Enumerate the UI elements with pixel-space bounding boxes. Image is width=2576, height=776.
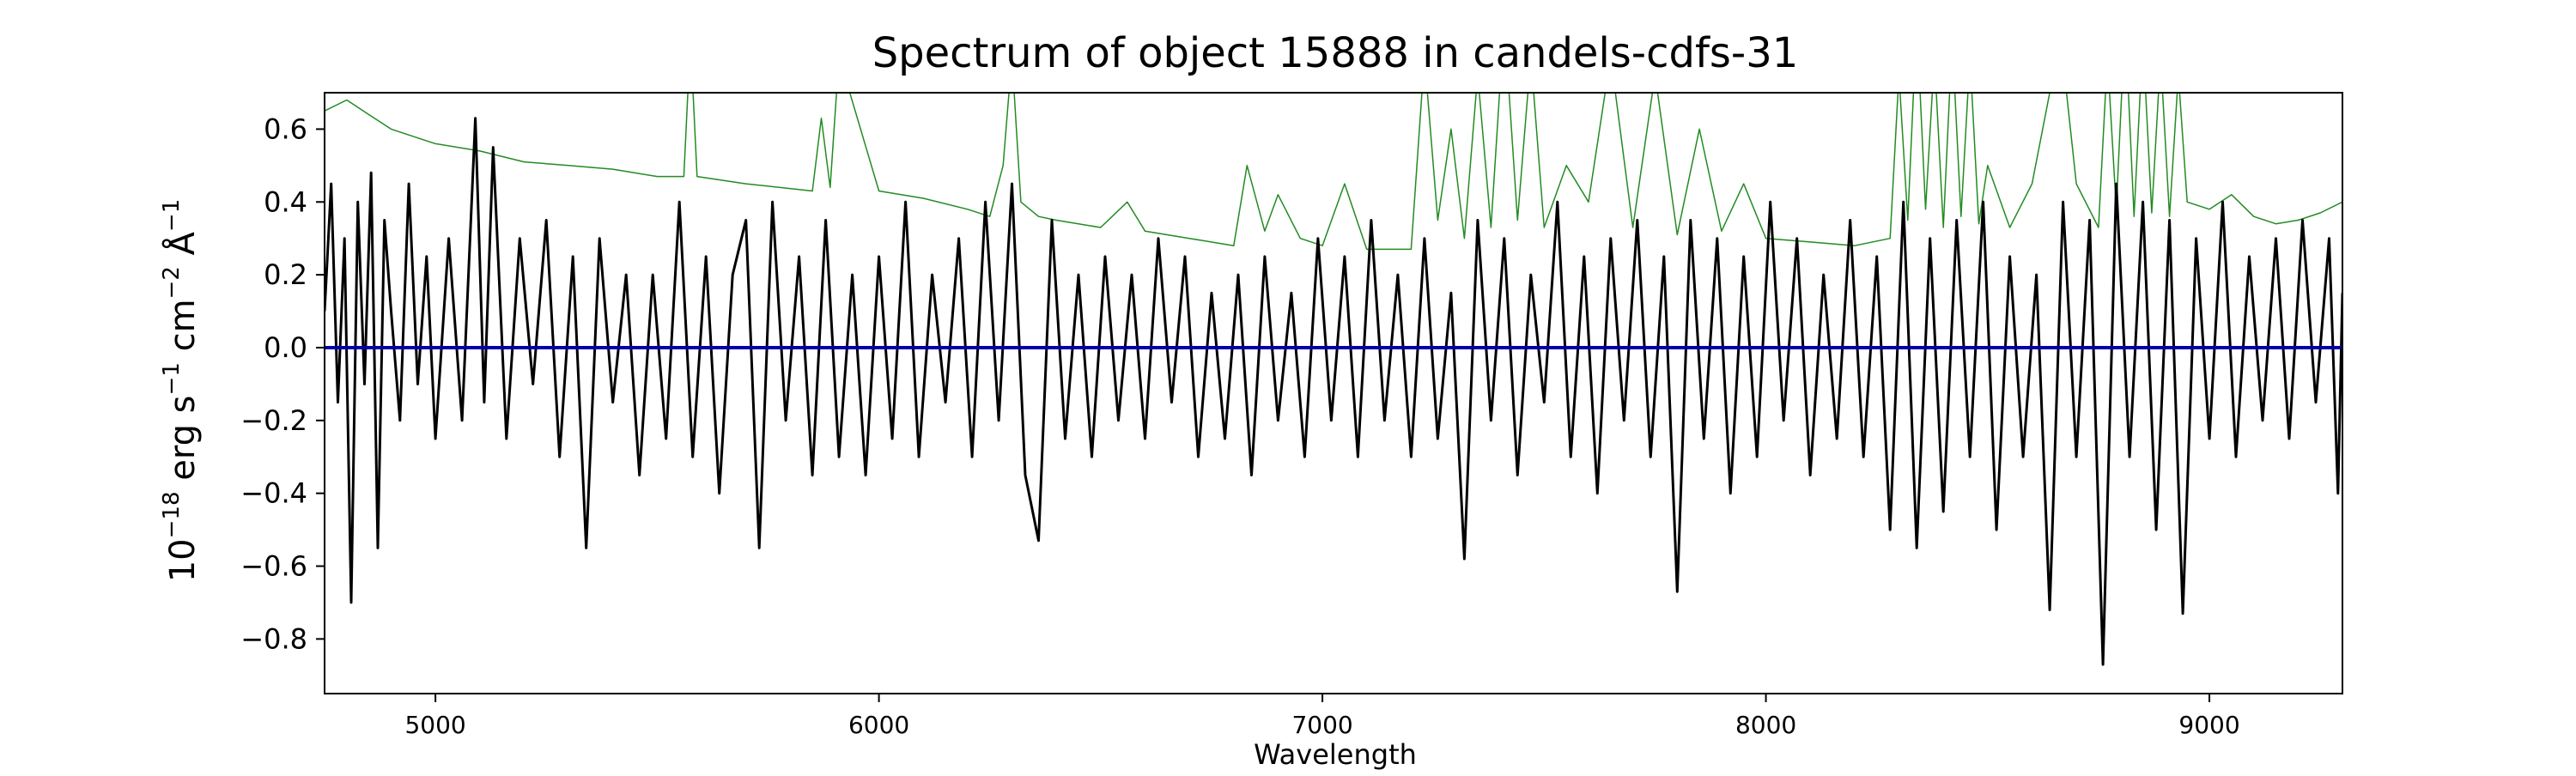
x-axis-label: Wavelength (1254, 738, 1417, 771)
x-tick-label: 5000 (404, 711, 465, 739)
x-ticks-layer: 5000 6000 7000 8000 9000 (404, 694, 2240, 739)
x-tick-label: 7000 (1291, 711, 1352, 739)
y-tick-label: 0.4 (264, 185, 307, 218)
y-axis-label-group: 10−18 erg s−1 cm−2 Å−1 (159, 199, 203, 583)
y-axis-label-unit3-exp: −1 (159, 199, 185, 232)
y-axis-label-prefix: 10 (163, 538, 203, 582)
y-tick-label: −0.2 (240, 404, 307, 437)
y-axis-label-unit1-exp: −1 (159, 362, 185, 395)
y-tick-label: 0.0 (264, 331, 307, 364)
y-axis-label-prefix-exp: −18 (159, 491, 185, 538)
y-tick-label: −0.4 (240, 477, 307, 510)
y-axis-label: 10−18 erg s−1 cm−2 Å−1 (159, 199, 203, 583)
y-axis-label-unit2-exp: −2 (159, 266, 185, 299)
y-axis-label-unit1: erg s (163, 395, 203, 491)
series-layer (325, 93, 2342, 666)
y-tick-label: −0.8 (240, 622, 307, 655)
y-axis-label-unit3: Å (161, 231, 203, 266)
plot-frame (324, 92, 2343, 694)
y-tick-label: 0.2 (264, 258, 307, 291)
y-tick-label: 0.6 (264, 112, 307, 145)
y-ticks-layer: −0.8 −0.6 −0.4 −0.2 0.0 0.2 0.4 0.6 (240, 112, 325, 655)
series-line-flux (325, 117, 2342, 666)
x-tick-label: 9000 (2178, 711, 2239, 739)
x-tick-label: 6000 (848, 711, 909, 739)
y-tick-label: −0.6 (240, 550, 307, 583)
x-tick-label: 8000 (1735, 711, 1796, 739)
series-line-error (325, 93, 2342, 251)
y-axis-label-unit2: cm (163, 299, 203, 362)
chart-title: Spectrum of object 15888 in candels-cdfs… (872, 29, 1799, 77)
